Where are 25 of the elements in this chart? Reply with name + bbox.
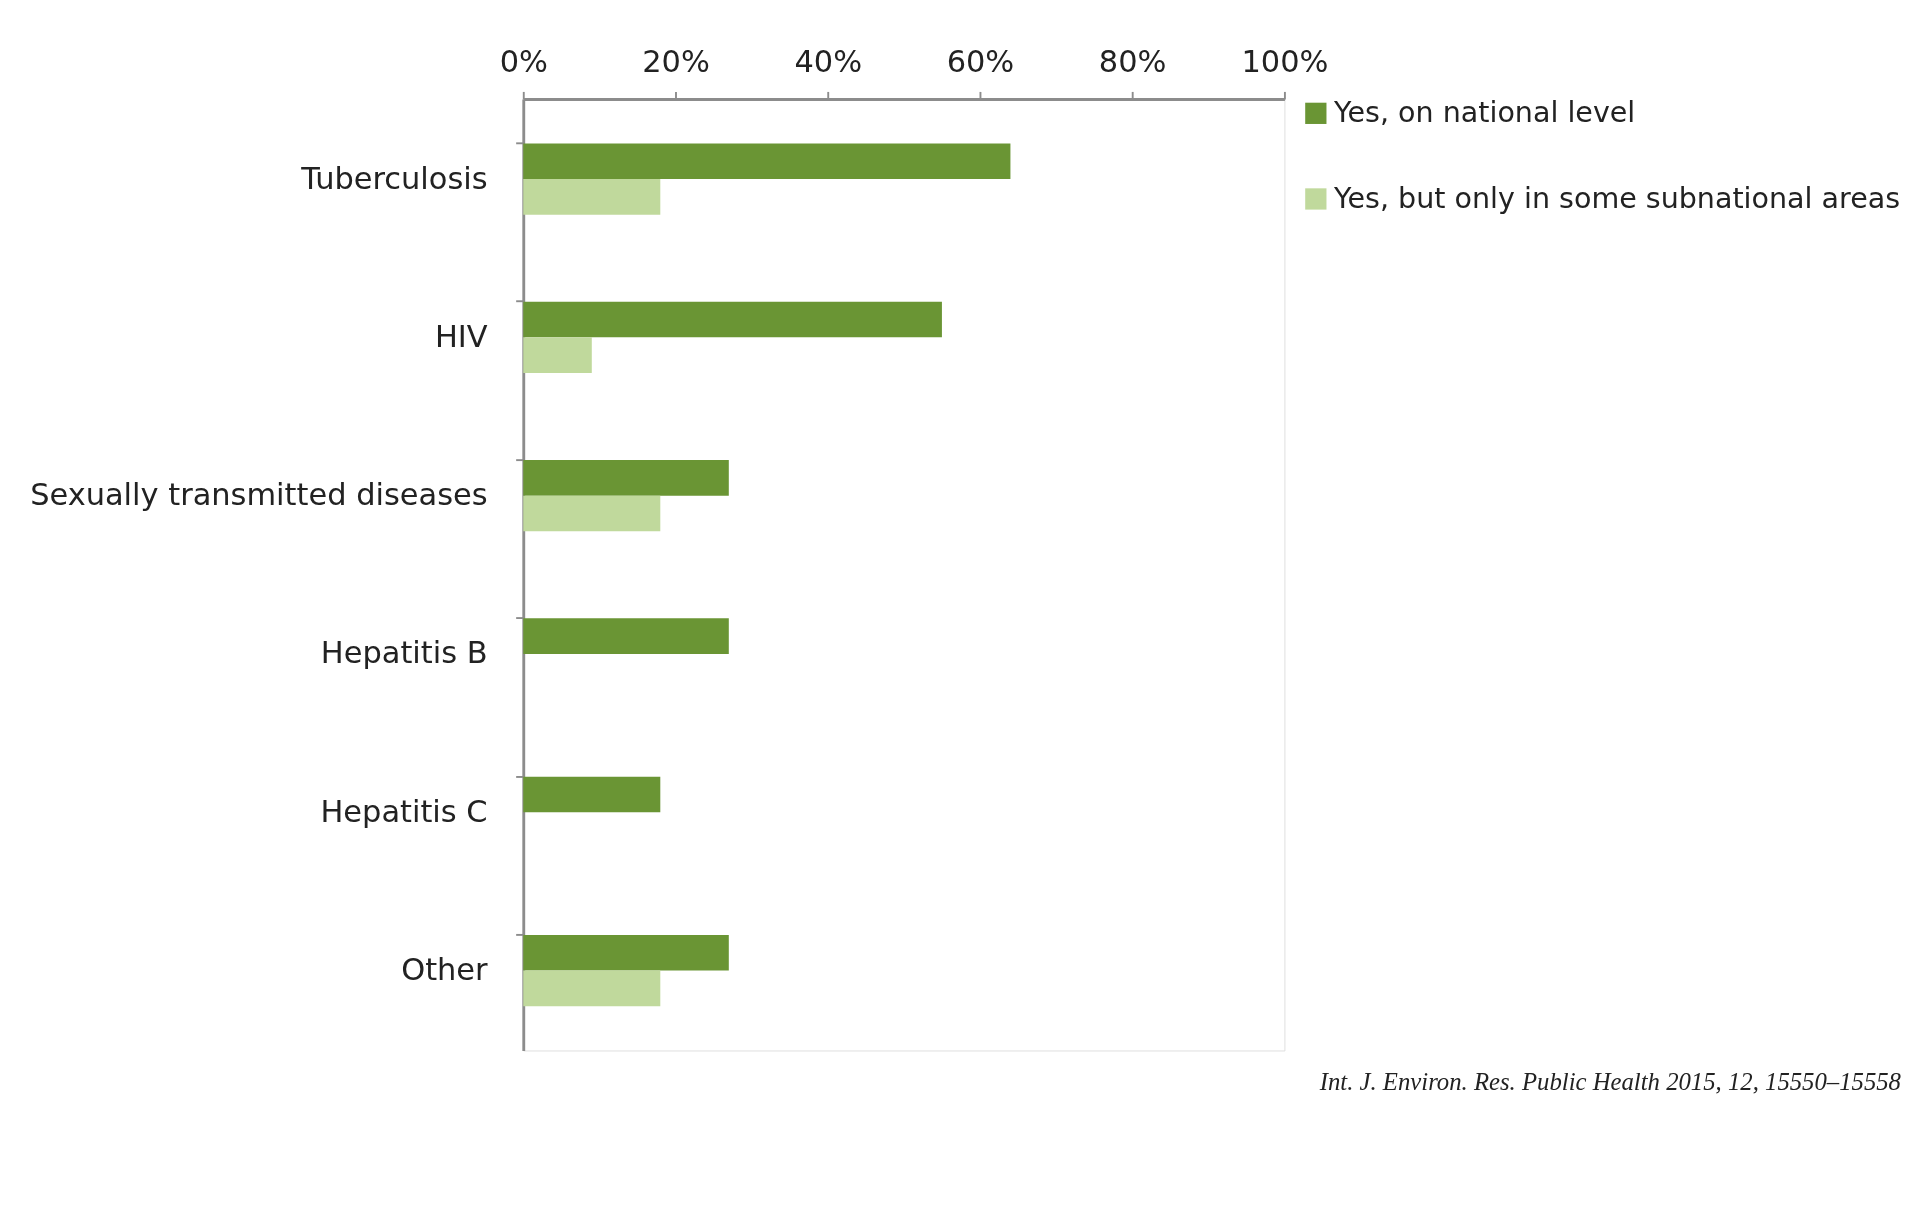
y-tick-label: Tuberculosis (300, 160, 488, 196)
text: Int. J. Environ. Res. Public Health 2015, 12, 15550–15558 (1318, 1067, 1902, 1095)
bar (523, 495, 661, 532)
bar (523, 934, 729, 971)
legend-label: Yes, on national level (1332, 95, 1636, 129)
y-tick-label: Hepatitis C (320, 793, 488, 829)
bar (523, 301, 942, 338)
x-tick-label: 60% (946, 43, 1015, 79)
y-tick-label: Sexually transmitted diseases (30, 477, 488, 513)
bar (523, 776, 661, 813)
x-tick-label: 20% (642, 43, 710, 79)
y-tick-label: Hepatitis B (320, 635, 488, 671)
y-tick-label: HIV (434, 318, 488, 354)
x-tick-label: 0% (499, 43, 548, 79)
bar (523, 143, 1011, 180)
bar (523, 460, 729, 496)
x-tick-label: 40% (794, 43, 863, 79)
x-tick-label: 80% (1098, 43, 1167, 79)
y-tick-label: Other (401, 952, 489, 988)
bar (523, 618, 729, 654)
bar (523, 179, 661, 215)
bar (523, 337, 592, 373)
x-tick-label: 100% (1241, 43, 1329, 79)
bar (523, 970, 661, 1007)
legend-label: Yes, but only in some subnational areas (1332, 181, 1901, 215)
